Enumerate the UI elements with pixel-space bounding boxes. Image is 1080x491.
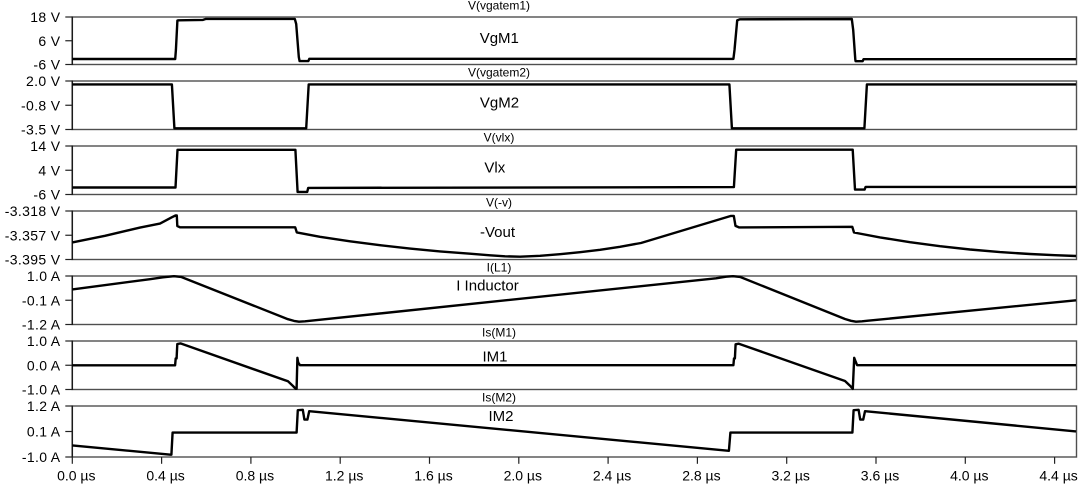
svg-text:Is(M2): Is(M2) xyxy=(482,391,516,405)
svg-text:-Vout: -Vout xyxy=(480,224,516,241)
svg-text:4 V: 4 V xyxy=(38,162,60,178)
svg-text:-3.5 V: -3.5 V xyxy=(21,122,61,138)
svg-text:14 V: 14 V xyxy=(30,138,61,154)
svg-text:-0.8 V: -0.8 V xyxy=(21,98,61,114)
svg-text:V(vgatem2): V(vgatem2) xyxy=(468,66,530,80)
svg-text:-1.2 A: -1.2 A xyxy=(22,317,61,333)
svg-text:4.4 µs: 4.4 µs xyxy=(1039,468,1077,484)
svg-text:V(vlx): V(vlx) xyxy=(484,131,515,145)
svg-text:1.2 µs: 1.2 µs xyxy=(325,468,363,484)
svg-text:0.4 µs: 0.4 µs xyxy=(146,468,184,484)
svg-text:4.0 µs: 4.0 µs xyxy=(950,468,988,484)
svg-text:-6 V: -6 V xyxy=(33,57,60,73)
svg-text:IM1: IM1 xyxy=(482,348,507,365)
svg-text:-3.318 V: -3.318 V xyxy=(5,203,61,219)
svg-text:IM2: IM2 xyxy=(488,408,513,425)
svg-text:-3.395 V: -3.395 V xyxy=(5,252,61,268)
svg-text:0.0 µs: 0.0 µs xyxy=(57,468,95,484)
svg-text:VgM2: VgM2 xyxy=(480,94,519,111)
svg-text:6 V: 6 V xyxy=(38,33,60,49)
svg-text:2.8 µs: 2.8 µs xyxy=(682,468,720,484)
svg-text:1.6 µs: 1.6 µs xyxy=(414,468,452,484)
svg-text:V(-v): V(-v) xyxy=(486,196,512,210)
svg-text:0.1 A: 0.1 A xyxy=(27,424,61,440)
svg-text:18 V: 18 V xyxy=(30,9,61,25)
svg-text:-0.1 A: -0.1 A xyxy=(22,292,61,308)
svg-text:I Inductor: I Inductor xyxy=(456,278,519,295)
svg-text:1.2 A: 1.2 A xyxy=(27,398,61,414)
svg-text:0.0 A: 0.0 A xyxy=(27,357,61,373)
svg-text:VgM1: VgM1 xyxy=(480,30,519,47)
svg-text:Vlx: Vlx xyxy=(484,159,505,176)
svg-text:3.6 µs: 3.6 µs xyxy=(861,468,899,484)
svg-text:-1.0 A: -1.0 A xyxy=(22,382,61,398)
svg-text:2.0 V: 2.0 V xyxy=(26,73,61,89)
svg-text:1.0 A: 1.0 A xyxy=(27,333,61,349)
svg-text:V(vgatem1): V(vgatem1) xyxy=(468,0,530,13)
svg-text:I(L1): I(L1) xyxy=(487,261,512,275)
svg-text:Is(M1): Is(M1) xyxy=(482,326,516,340)
svg-text:-6 V: -6 V xyxy=(33,187,60,203)
svg-text:-1.0 A: -1.0 A xyxy=(22,449,61,465)
svg-text:-3.357 V: -3.357 V xyxy=(5,227,61,243)
svg-text:2.0 µs: 2.0 µs xyxy=(504,468,542,484)
svg-text:0.8 µs: 0.8 µs xyxy=(236,468,274,484)
svg-text:1.0 A: 1.0 A xyxy=(27,268,61,284)
svg-text:3.2 µs: 3.2 µs xyxy=(771,468,809,484)
svg-text:2.4 µs: 2.4 µs xyxy=(593,468,631,484)
